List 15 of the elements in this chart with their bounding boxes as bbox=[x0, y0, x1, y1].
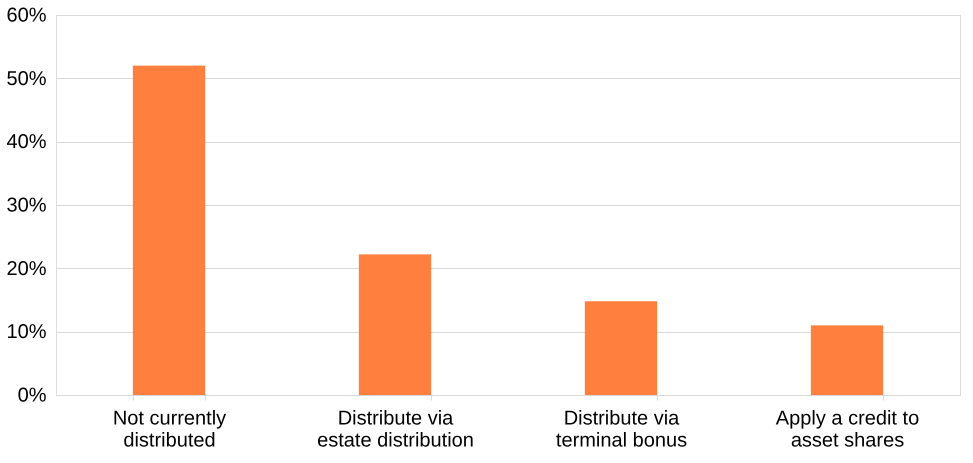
x-tick-label: Not currently distributed bbox=[112, 408, 226, 452]
bar bbox=[132, 66, 206, 395]
x-tick-label: Distribute via terminal bonus bbox=[556, 408, 688, 452]
y-tick-label: 10% bbox=[6, 321, 47, 344]
y-tick-label: 30% bbox=[6, 194, 47, 216]
y-tick-label: 20% bbox=[6, 258, 47, 280]
bar bbox=[584, 301, 658, 395]
y-tick-label: 50% bbox=[6, 68, 47, 90]
x-tick-label: Apply a credit to asset shares bbox=[776, 408, 920, 452]
bar bbox=[358, 254, 432, 395]
y-tick-label: 40% bbox=[6, 131, 47, 154]
y-tick-label: 0% bbox=[18, 384, 47, 406]
x-tick-label: Distribute via estate distribution bbox=[317, 408, 474, 452]
y-tick-label: 60% bbox=[6, 4, 47, 26]
bar bbox=[810, 325, 884, 395]
